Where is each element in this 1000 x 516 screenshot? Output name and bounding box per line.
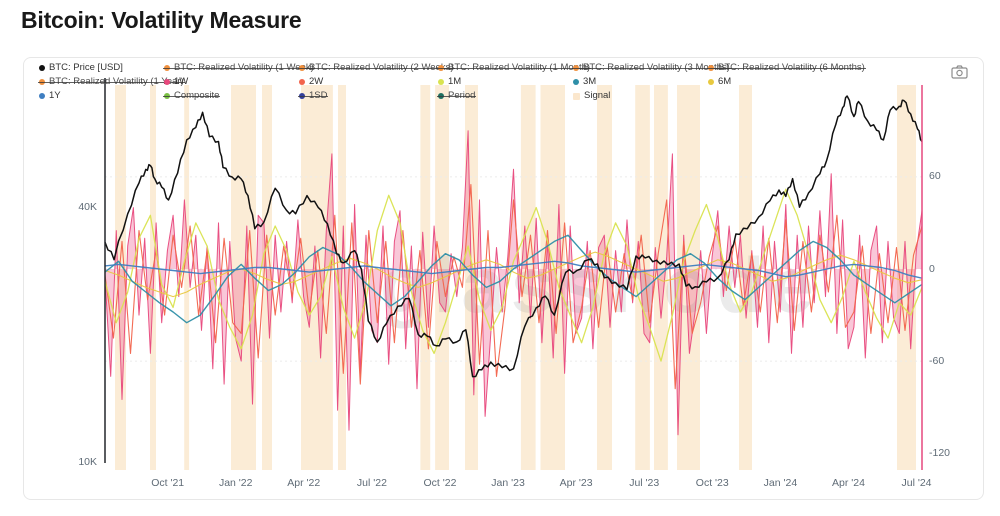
legend-swatch xyxy=(573,65,579,71)
legend-swatch xyxy=(438,93,444,99)
legend-label: 1W xyxy=(174,76,189,87)
legend-item-btc-realized-volatility-1-week[interactable]: BTC: Realized Volatility (1 Week) xyxy=(163,61,315,75)
legend-swatch xyxy=(573,92,580,100)
signal-band xyxy=(739,85,752,470)
series-1w-line xyxy=(104,130,923,436)
legend-label: 3M xyxy=(583,76,597,87)
signal-band xyxy=(635,85,650,470)
signal-band xyxy=(184,85,190,470)
legend-swatch xyxy=(438,65,444,71)
legend-label: BTC: Realized Volatility (1 Month) xyxy=(448,62,591,73)
signal-band xyxy=(231,85,256,470)
x-tick-label: Apr '22 xyxy=(287,477,321,489)
legend-label: 2W xyxy=(309,76,324,87)
legend-label: 6M xyxy=(718,76,732,87)
legend-item-3m[interactable]: 3M xyxy=(573,75,596,89)
series-3m-line xyxy=(104,234,923,324)
legend-swatch xyxy=(39,93,45,99)
legend-swatch xyxy=(573,79,579,85)
series-2w-line xyxy=(104,184,923,390)
y-left-tick-label: 10K xyxy=(78,456,97,468)
x-tick-label: Jan '24 xyxy=(763,477,798,489)
y-left-tick-label: 40K xyxy=(78,200,97,213)
legend-item-btc-realized-volatility-1-year[interactable]: BTC: Realized Volatility (1 Year) xyxy=(38,75,185,89)
legend-swatch xyxy=(299,79,305,85)
signal-band xyxy=(115,85,126,470)
x-tick-label: Oct '22 xyxy=(423,477,457,489)
x-tick-label: Jul '22 xyxy=(356,477,387,489)
legend-label: 1SD xyxy=(309,90,328,101)
signal-band xyxy=(654,85,668,470)
series-1y-line xyxy=(104,260,923,279)
x-tick-label: Jul '23 xyxy=(629,477,660,489)
legend-item-1sd[interactable]: 1SD xyxy=(297,89,329,103)
legend-item-1w[interactable]: 1W xyxy=(164,75,188,89)
legend-swatch xyxy=(164,65,170,71)
legend-item-composite[interactable]: Composite xyxy=(162,89,221,103)
legend-label: 1M xyxy=(448,76,462,87)
legend-item-signal[interactable]: Signal xyxy=(573,89,610,103)
legend-swatch xyxy=(438,79,444,85)
legend-item-btc-realized-volatility-3-months[interactable]: BTC: Realized Volatility (3 Months) xyxy=(572,61,731,75)
series-1m-line xyxy=(104,188,923,362)
legend-swatch xyxy=(164,79,170,85)
legend-swatch xyxy=(299,93,305,99)
x-tick-label: Apr '24 xyxy=(831,477,865,489)
y-right-tick-label: -60 xyxy=(929,354,945,367)
y-right-tick-label: 0 xyxy=(929,262,935,275)
legend-item-btc-price-usd[interactable]: BTC: Price [USD] xyxy=(39,61,123,75)
signal-band xyxy=(677,85,700,470)
x-tick-label: Apr '23 xyxy=(559,477,593,489)
legend-label: BTC: Price [USD] xyxy=(49,62,123,73)
legend-item-1y[interactable]: 1Y xyxy=(39,89,61,103)
legend-item-2w[interactable]: 2W xyxy=(299,75,323,89)
legend-swatch xyxy=(39,65,45,71)
x-tick-label: Oct '21 xyxy=(151,477,185,489)
page-title: Bitcoin: Volatility Measure xyxy=(21,7,302,33)
legend-label: BTC: Realized Volatility (6 Months) xyxy=(718,62,865,73)
legend-swatch xyxy=(299,65,305,71)
y-right-tick-label: -120 xyxy=(929,446,951,459)
legend-item-period[interactable]: Period xyxy=(436,89,477,103)
legend-label: Composite xyxy=(174,90,220,101)
legend-label: 1Y xyxy=(49,90,61,101)
x-tick-label: Oct '23 xyxy=(695,477,729,489)
legend-swatch xyxy=(39,79,45,85)
legend-swatch xyxy=(164,93,170,99)
legend-item-btc-realized-volatility-2-weeks[interactable]: BTC: Realized Volatility (2 Weeks) xyxy=(298,61,454,75)
x-tick-label: Jan '22 xyxy=(218,477,253,489)
x-tick-label: Jan '23 xyxy=(491,477,525,489)
x-tick-label: Jul '24 xyxy=(901,477,932,489)
legend-label: BTC: Realized Volatility (2 Weeks) xyxy=(309,62,454,73)
legend-item-6m[interactable]: 6M xyxy=(708,75,731,89)
series-1w-area xyxy=(105,130,922,435)
legend-item-1m[interactable]: 1M xyxy=(438,75,461,89)
legend-label: BTC: Realized Volatility (1 Week) xyxy=(174,62,314,73)
legend-swatch xyxy=(708,79,714,85)
legend-label: Signal xyxy=(584,90,611,101)
legend-label: Period xyxy=(448,90,476,101)
legend-swatch xyxy=(708,65,714,71)
y-right-tick-label: 60 xyxy=(929,170,941,183)
series-btc-price-line xyxy=(104,95,923,378)
legend-item-btc-realized-volatility-1-month[interactable]: BTC: Realized Volatility (1 Month) xyxy=(436,61,592,75)
chart-legend: BTC: Price [USD] BTC: Realized Volatility… xyxy=(38,61,943,103)
camera-icon[interactable] xyxy=(949,65,969,81)
legend-item-btc-realized-volatility-6-months[interactable]: BTC: Realized Volatility (6 Months) xyxy=(707,61,866,75)
signal-band xyxy=(150,85,156,470)
